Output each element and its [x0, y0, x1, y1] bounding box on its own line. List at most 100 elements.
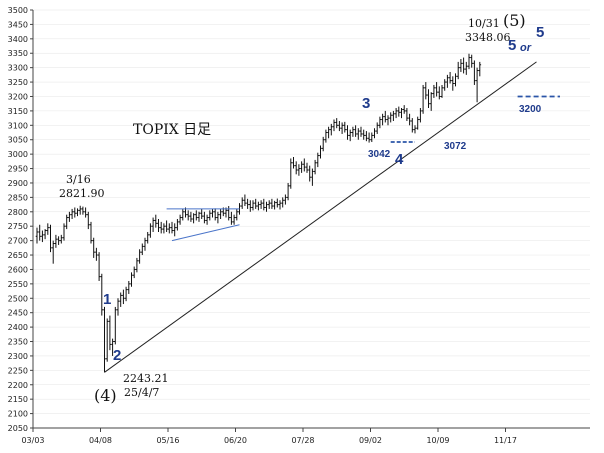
ohlc-bar-8 [57, 236, 60, 245]
x-tick-label-2: 05/16 [156, 436, 179, 445]
ohlc-bar-6 [51, 240, 55, 264]
ohlc-bar-15 [76, 208, 79, 217]
ohlc-bar-18 [84, 207, 87, 218]
ohlc-bar-64 [208, 210, 212, 221]
ohlc-bar-17 [81, 206, 85, 215]
ohlc-bar-65 [211, 208, 214, 218]
ohlc-bar-74 [235, 208, 239, 221]
ohlc-bar-79 [249, 200, 252, 212]
ohlc-bar-83 [259, 200, 263, 209]
ohlc-bar-155 [454, 73, 457, 87]
y-tick-label-2400: 2400 [8, 323, 28, 332]
ohlc-bar-156 [456, 61, 460, 80]
ohlc-bar-81 [254, 198, 257, 209]
y-tick-label-2100: 2100 [8, 410, 28, 419]
ohlc-bar-110 [332, 119, 336, 132]
ohlc-bar-7 [54, 234, 58, 248]
ohlc-bar-20 [89, 221, 93, 244]
ohlc-bar-1 [38, 224, 41, 241]
ohlc-bar-28 [111, 338, 114, 356]
ohlc-bar-124 [370, 132, 374, 143]
ohlc-bar-78 [246, 198, 249, 209]
ohlc-bar-67 [216, 211, 220, 224]
ohlc-bar-149 [438, 86, 441, 100]
ohlc-bar-164 [478, 61, 482, 77]
ohlc-bar-25 [103, 306, 106, 373]
chart-title: TOPIX 日足 [133, 122, 211, 138]
ohlc-bar-126 [375, 122, 379, 134]
ohlc-bar-99 [303, 158, 306, 172]
ohlc-bar-131 [389, 112, 392, 123]
ohlc-bar-138 [408, 113, 411, 126]
y-tick-label-3150: 3150 [8, 107, 28, 116]
y-tick-label-2200: 2200 [8, 381, 28, 390]
ohlc-bar-4 [46, 223, 50, 235]
wave-4-label: 4 [395, 151, 404, 168]
ohlc-bar-84 [262, 198, 266, 211]
ohlc-bar-94 [289, 158, 293, 189]
x-tick-label-4: 07/28 [291, 436, 314, 445]
ohlc-bar-117 [351, 126, 355, 137]
ohlc-bar-104 [316, 152, 320, 168]
ohlc-bar-151 [443, 79, 446, 91]
ohlc-bar-101 [308, 165, 311, 182]
ohlc-bar-3 [43, 229, 47, 240]
ohlc-bar-73 [232, 214, 236, 225]
level-3042-label: 3042 [368, 149, 391, 160]
ohlc-bar-53 [178, 214, 182, 225]
annotation-mar16-value: 2821.90 [59, 187, 105, 200]
x-tick-label-5: 09/02 [359, 436, 382, 445]
ohlc-bar-163 [475, 67, 479, 103]
x-tick-label-0: 03/03 [21, 436, 44, 445]
ohlc-bar-154 [451, 76, 455, 91]
y-tick-label-3250: 3250 [8, 78, 28, 87]
ohlc-bar-10 [62, 223, 66, 241]
y-tick-label-3050: 3050 [8, 136, 28, 145]
annotation-low-value: 2243.21 [123, 372, 169, 385]
ohlc-bar-51 [173, 223, 176, 237]
ohlc-bar-146 [429, 92, 433, 111]
ohlc-bar-107 [324, 129, 328, 143]
chart-overlays [104, 61, 560, 373]
y-tick-label-2900: 2900 [8, 179, 28, 188]
ohlc-bar-88 [273, 200, 276, 210]
y-tick-label-3200: 3200 [8, 92, 28, 101]
ohlc-bar-133 [394, 108, 398, 119]
ohlc-bar-47 [162, 223, 166, 234]
ohlc-bar-33 [124, 286, 128, 302]
ohlc-bar-82 [257, 201, 260, 211]
ohlc-bar-36 [132, 266, 136, 279]
ohlc-bar-26 [105, 318, 109, 362]
wave-4-paren-label: (4) [94, 386, 117, 405]
ohlc-bar-118 [354, 125, 357, 137]
y-tick-label-2850: 2850 [8, 193, 28, 202]
ohlc-bar-137 [405, 108, 409, 121]
ohlc-bar-139 [411, 118, 414, 133]
ohlc-bar-21 [92, 237, 95, 258]
ohlc-bar-111 [335, 118, 338, 129]
ohlc-bar-128 [381, 113, 384, 126]
ohlc-bar-52 [176, 219, 179, 231]
ohlc-bar-96 [294, 161, 298, 175]
ohlc-bar-5 [49, 224, 52, 253]
y-tick-label-2150: 2150 [8, 395, 28, 404]
ohlc-bar-113 [340, 122, 344, 134]
ohlc-bar-24 [100, 273, 104, 316]
ohlc-bar-61 [200, 208, 203, 219]
ohlc-bar-30 [116, 298, 120, 316]
ohlc-bar-37 [135, 257, 139, 273]
y-tick-label-3400: 3400 [8, 35, 28, 44]
y-tick-label-2500: 2500 [8, 294, 28, 303]
ohlc-bar-130 [386, 115, 390, 126]
x-tick-label-7: 11/17 [494, 436, 517, 445]
ohlc-bar-108 [327, 126, 330, 139]
ohlc-bar-86 [267, 200, 271, 209]
ohlc-bar-60 [197, 211, 201, 222]
annotation-high-date: 10/31 [468, 17, 500, 30]
wave-1-label: 1 [103, 291, 111, 308]
ohlc-bar-119 [357, 128, 360, 140]
ohlc-bar-59 [195, 210, 198, 221]
ohlc-bar-11 [65, 214, 68, 230]
gridlines [33, 9, 590, 429]
ohlc-bar-90 [278, 200, 282, 210]
